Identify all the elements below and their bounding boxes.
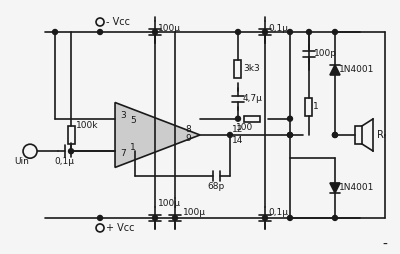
- Text: 1N4001: 1N4001: [339, 183, 374, 193]
- Polygon shape: [330, 183, 340, 193]
- Text: 1N4001: 1N4001: [339, 66, 374, 74]
- Circle shape: [288, 29, 292, 35]
- Text: 14: 14: [232, 136, 243, 146]
- Polygon shape: [115, 102, 200, 167]
- Text: 5: 5: [130, 116, 136, 125]
- Circle shape: [23, 144, 37, 158]
- Text: 0,1μ: 0,1μ: [268, 24, 288, 34]
- Polygon shape: [330, 65, 340, 75]
- Circle shape: [262, 215, 268, 220]
- Circle shape: [228, 133, 232, 137]
- Text: 0,1μ: 0,1μ: [54, 157, 74, 166]
- Bar: [234, 60, 242, 78]
- Circle shape: [98, 29, 102, 35]
- Text: 100: 100: [236, 123, 254, 132]
- Circle shape: [152, 215, 158, 220]
- Circle shape: [332, 215, 338, 220]
- Circle shape: [306, 29, 312, 35]
- Text: 8: 8: [185, 125, 191, 134]
- Circle shape: [96, 18, 104, 26]
- Text: 12: 12: [232, 125, 243, 134]
- Text: 1: 1: [313, 102, 319, 112]
- Circle shape: [236, 116, 240, 121]
- Circle shape: [262, 29, 268, 35]
- Circle shape: [332, 29, 338, 35]
- Circle shape: [98, 215, 102, 220]
- Text: Uin: Uin: [15, 157, 30, 166]
- Circle shape: [172, 215, 178, 220]
- Text: - Vcc: - Vcc: [106, 17, 130, 27]
- Circle shape: [288, 133, 292, 137]
- Text: 100μ: 100μ: [158, 24, 181, 34]
- Bar: [68, 126, 74, 144]
- Text: 3k3: 3k3: [243, 64, 260, 73]
- Circle shape: [288, 116, 292, 121]
- Text: 3: 3: [120, 111, 126, 120]
- Circle shape: [288, 133, 292, 137]
- Text: 0,1μ: 0,1μ: [268, 209, 288, 217]
- Circle shape: [332, 133, 338, 137]
- Text: 100k: 100k: [76, 121, 98, 130]
- Text: -: -: [382, 238, 387, 252]
- Text: 100μ: 100μ: [183, 209, 206, 217]
- Text: 9: 9: [185, 134, 191, 144]
- Text: 100μ: 100μ: [158, 199, 181, 209]
- Text: 4,7μ: 4,7μ: [243, 94, 263, 103]
- Circle shape: [96, 224, 104, 232]
- Text: + Vcc: + Vcc: [106, 223, 134, 233]
- Text: 1: 1: [130, 143, 136, 152]
- Circle shape: [332, 133, 338, 137]
- Bar: [306, 98, 312, 116]
- Bar: [355, 126, 362, 144]
- Text: Rₗ: Rₗ: [377, 130, 386, 140]
- Text: 100p: 100p: [314, 50, 337, 58]
- Text: 68p: 68p: [207, 182, 225, 191]
- Circle shape: [68, 149, 74, 154]
- Circle shape: [236, 29, 240, 35]
- Circle shape: [52, 29, 58, 35]
- Circle shape: [152, 29, 158, 35]
- Circle shape: [288, 215, 292, 220]
- Bar: [244, 116, 260, 122]
- Text: 7: 7: [120, 149, 126, 158]
